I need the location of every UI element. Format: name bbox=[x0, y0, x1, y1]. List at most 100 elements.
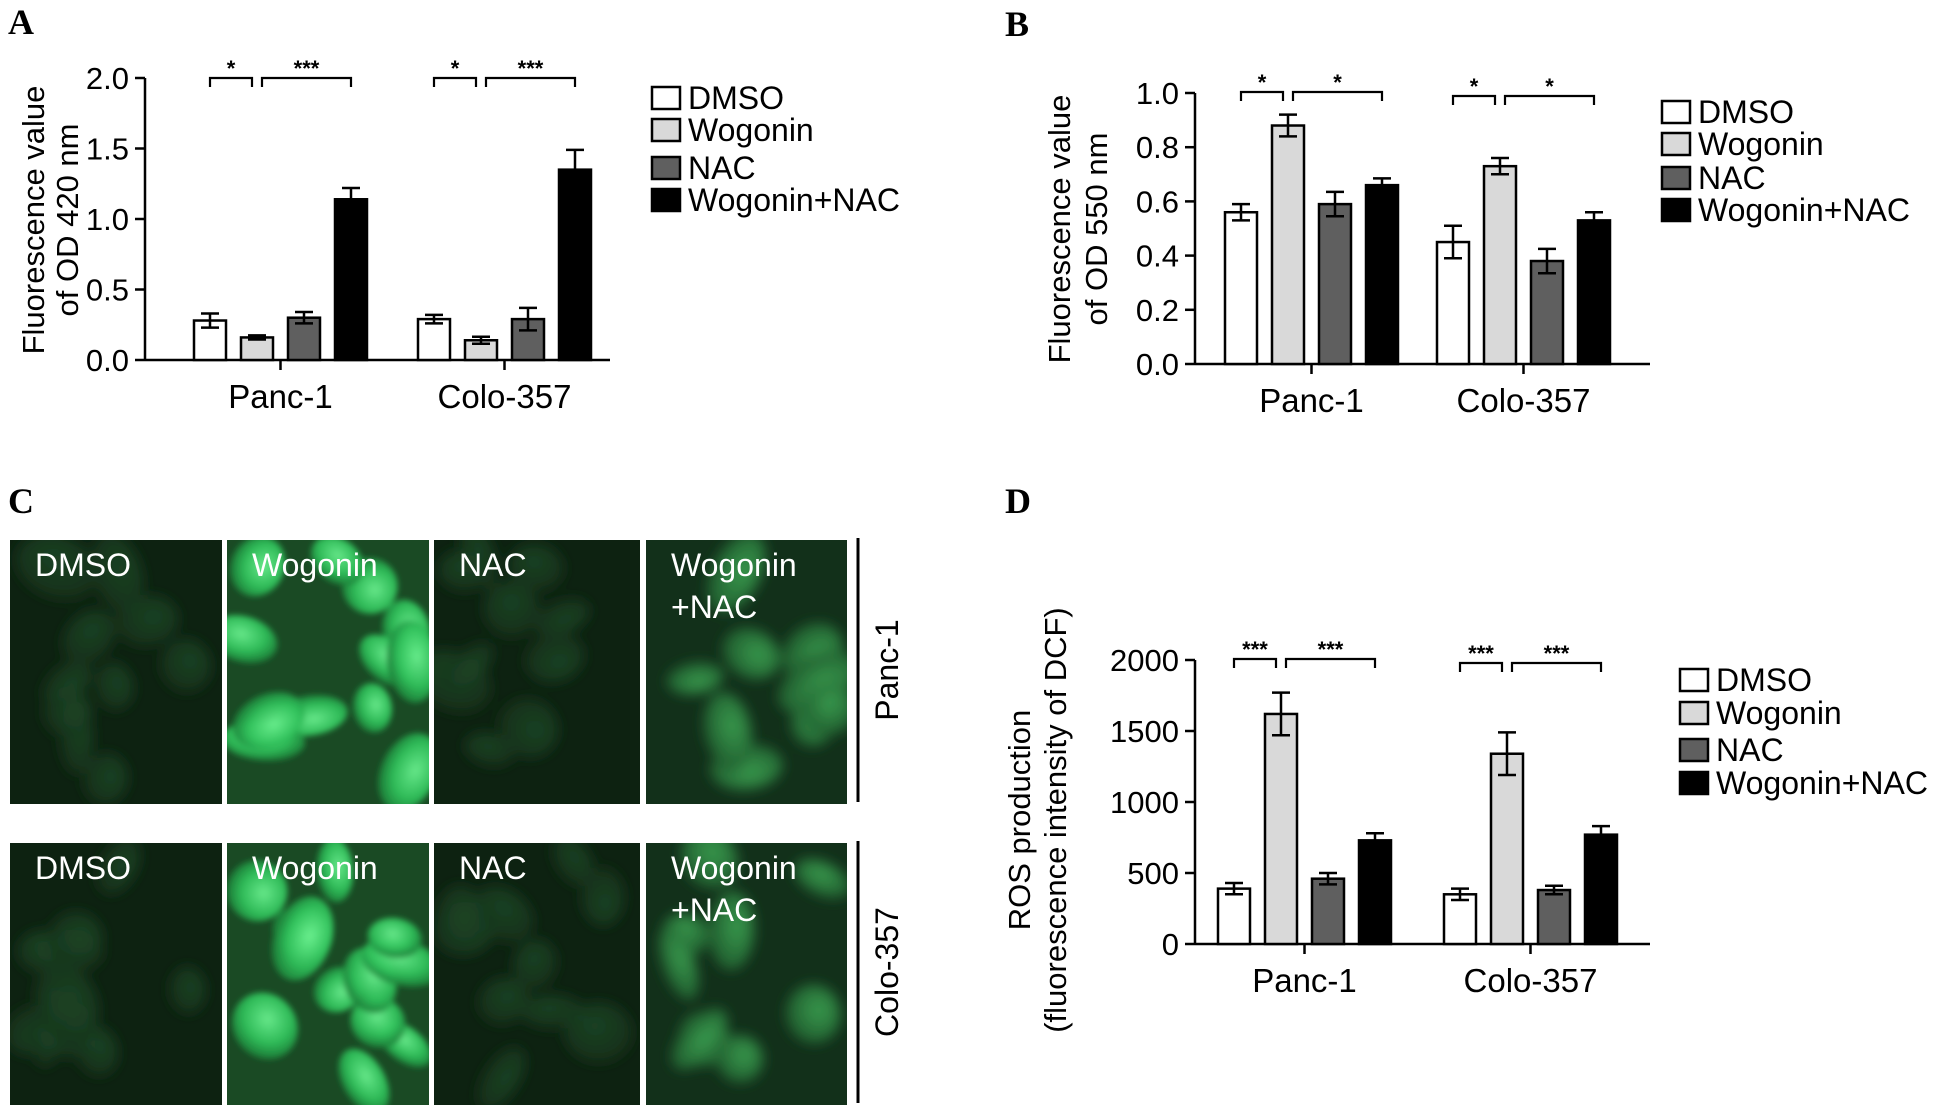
bar bbox=[1536, 888, 1572, 946]
error-bar bbox=[472, 335, 490, 346]
y-axis-title: of OD 550 nm bbox=[1079, 133, 1114, 326]
cell-blob bbox=[512, 938, 558, 990]
cell-blob bbox=[706, 540, 766, 613]
x-tick-label: Colo-357 bbox=[1457, 382, 1591, 419]
panel-letter-a: A bbox=[8, 2, 34, 42]
bar bbox=[1223, 210, 1259, 366]
cell-blob bbox=[498, 697, 559, 758]
error-bar bbox=[1538, 247, 1556, 275]
error-bar bbox=[425, 313, 443, 325]
cell-blob bbox=[552, 843, 595, 887]
y-axis-title: of OD 420 nm bbox=[50, 124, 85, 317]
cell-blob bbox=[316, 843, 354, 903]
legend-label: DMSO bbox=[1698, 94, 1794, 130]
bar bbox=[333, 198, 369, 362]
micrograph-label: +NAC bbox=[671, 892, 757, 928]
y-tick-label: 1.5 bbox=[86, 132, 129, 167]
error-bar bbox=[1279, 113, 1297, 138]
y-tick-label: 2.0 bbox=[86, 61, 129, 96]
significance-label: * bbox=[1333, 70, 1342, 95]
cell-blob bbox=[708, 890, 755, 971]
y-tick-label: 2000 bbox=[1110, 643, 1179, 678]
panel-letter-c: C bbox=[8, 481, 34, 521]
y-tick-label: 0 bbox=[1162, 927, 1179, 962]
cell-blob bbox=[338, 1048, 390, 1105]
significance-bracket bbox=[1284, 657, 1377, 668]
cell-blob bbox=[83, 752, 129, 804]
significance-label: *** bbox=[1242, 637, 1268, 662]
cell-blob bbox=[785, 984, 842, 1044]
legend-label: NAC bbox=[688, 150, 756, 186]
legend-swatch bbox=[1678, 700, 1710, 726]
error-bar bbox=[1451, 887, 1469, 902]
cell-blob bbox=[227, 615, 278, 664]
cell-blob bbox=[580, 867, 625, 927]
significance-label: *** bbox=[1468, 641, 1494, 666]
micrograph-label: Wogonin bbox=[671, 850, 797, 886]
cell-blob bbox=[94, 661, 135, 711]
cell-blob bbox=[232, 992, 299, 1060]
micrograph-label: Wogonin bbox=[671, 547, 797, 583]
error-bar bbox=[295, 310, 313, 325]
significance-bracket bbox=[1291, 90, 1384, 101]
micrograph-tile: NAC bbox=[434, 843, 640, 1105]
cell-blob bbox=[42, 659, 93, 707]
micrograph-label: DMSO bbox=[35, 547, 131, 583]
bar bbox=[1482, 164, 1518, 366]
error-bar bbox=[1225, 881, 1243, 896]
micrograph-tile: NAC bbox=[434, 540, 640, 804]
x-tick-label: Panc-1 bbox=[1259, 382, 1364, 419]
significance-label: * bbox=[1545, 74, 1554, 99]
cell-blob bbox=[34, 963, 100, 1044]
cell-blob bbox=[96, 843, 141, 895]
cell-blob bbox=[533, 598, 590, 638]
error-bar bbox=[1585, 210, 1603, 230]
significance-bracket bbox=[1239, 90, 1285, 101]
row-cell-line-label: Colo-357 bbox=[869, 907, 905, 1037]
cell-blob bbox=[680, 843, 739, 889]
cell-blob bbox=[671, 1008, 728, 1070]
legend-swatch bbox=[1660, 131, 1692, 157]
cell-blob bbox=[352, 682, 393, 733]
cell-blob bbox=[115, 594, 179, 647]
cell-blob bbox=[563, 1001, 633, 1063]
cell-blob bbox=[48, 910, 104, 966]
x-tick-label: Colo-357 bbox=[1464, 962, 1598, 999]
bar bbox=[1310, 877, 1346, 946]
error-bar bbox=[1444, 224, 1462, 260]
legend-swatch bbox=[650, 155, 682, 181]
micrograph-label: DMSO bbox=[35, 850, 131, 886]
bar bbox=[239, 336, 275, 362]
micrograph-label: Wogonin bbox=[252, 547, 378, 583]
y-tick-label: 0.0 bbox=[1136, 347, 1179, 382]
error-bar bbox=[1232, 202, 1250, 222]
significance-label: * bbox=[1470, 74, 1479, 99]
cell-blob bbox=[443, 642, 494, 692]
cell-blob bbox=[477, 976, 530, 1025]
significance-label: *** bbox=[1544, 641, 1570, 666]
x-tick-label: Panc-1 bbox=[228, 378, 333, 415]
chart-b-bar-chart: 0.0 0.2 0.4 0.6 0.8 1.0 Panc-1 Colo-357 * * * * Fluo… bbox=[1042, 70, 1910, 419]
cell-blob bbox=[229, 540, 286, 597]
y-tick-label: 1500 bbox=[1110, 714, 1179, 749]
cell-blob bbox=[160, 638, 212, 693]
bar bbox=[416, 317, 452, 362]
error-bar bbox=[201, 312, 219, 329]
y-tick-label: 0.0 bbox=[86, 343, 129, 378]
micrograph-tile: DMSO bbox=[10, 540, 222, 804]
legend-label: NAC bbox=[1716, 732, 1784, 768]
cell-blob bbox=[310, 540, 364, 586]
legend-label: Wogonin+NAC bbox=[688, 182, 900, 218]
cell-blob bbox=[703, 691, 753, 770]
legend-swatch bbox=[1660, 99, 1692, 125]
cell-blob bbox=[367, 917, 423, 959]
legend-swatch bbox=[1678, 667, 1710, 693]
y-tick-label: 0.5 bbox=[86, 273, 129, 308]
cell-blob bbox=[658, 926, 700, 1001]
y-tick-label: 0.6 bbox=[1136, 184, 1179, 219]
cell-blob bbox=[715, 1034, 764, 1084]
legend-label: DMSO bbox=[1716, 662, 1812, 698]
chart-d-bar-chart: 0 500 1000 1500 2000 Panc-1 Colo-357 *** *** *** *… bbox=[1002, 607, 1928, 1033]
